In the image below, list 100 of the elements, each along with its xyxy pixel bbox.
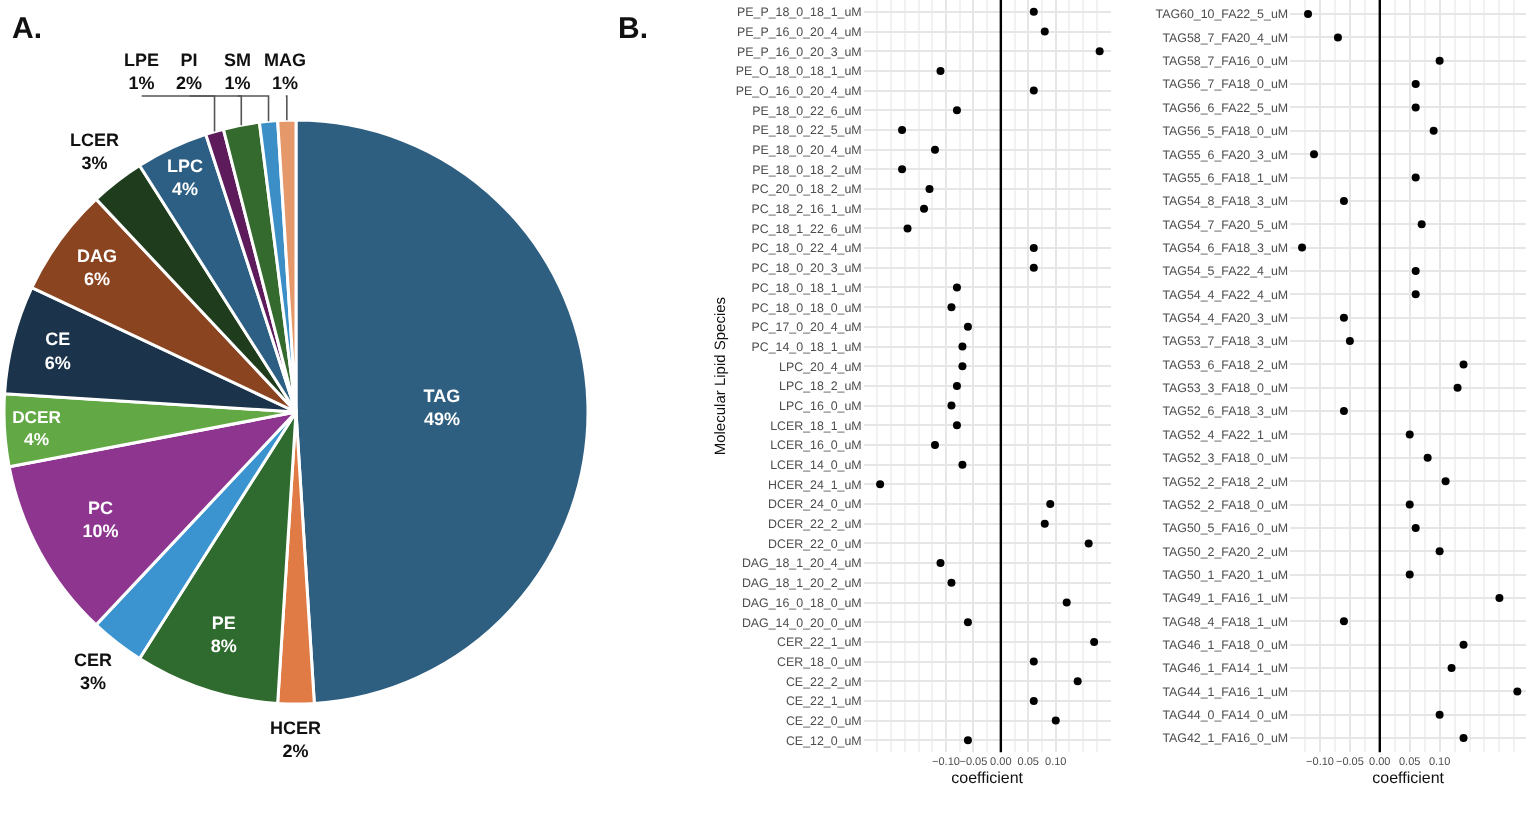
point (1417, 220, 1426, 229)
point (1084, 539, 1093, 548)
point (1447, 664, 1456, 673)
point (1029, 244, 1038, 253)
point (952, 283, 961, 292)
slice-label: HCER (270, 718, 322, 738)
point (952, 106, 961, 115)
data-label: 6% (84, 269, 111, 290)
text: A. (12, 12, 42, 46)
point (958, 342, 967, 351)
data-label: 8% (210, 636, 237, 657)
point (1051, 716, 1060, 725)
point (1411, 266, 1420, 275)
data-label: 1% (224, 73, 251, 94)
point (1304, 10, 1313, 19)
point (936, 66, 945, 75)
point (903, 224, 912, 233)
point (1029, 263, 1038, 272)
slice-label: LPC (167, 155, 205, 176)
point (947, 303, 956, 312)
point (1441, 477, 1450, 486)
slice-label: LPE (124, 50, 160, 70)
point (1029, 657, 1038, 666)
data-label: 3% (81, 153, 108, 174)
slice-label: PE (211, 612, 236, 633)
point (1459, 734, 1468, 743)
point (952, 381, 961, 390)
point (1459, 640, 1468, 649)
point (1073, 677, 1082, 686)
point (1423, 453, 1432, 462)
slice-label: LCER (70, 130, 120, 150)
point (1345, 337, 1354, 346)
point (1298, 243, 1307, 252)
point (930, 440, 939, 449)
point (1339, 617, 1348, 626)
slice-label: SM (224, 50, 251, 70)
point (1339, 407, 1348, 416)
point (958, 362, 967, 371)
point (1513, 687, 1522, 696)
slice-label: PI (180, 50, 198, 70)
point (1411, 523, 1420, 532)
data-label: 49% (423, 409, 460, 430)
point (1405, 500, 1414, 509)
point (920, 204, 929, 213)
point (1046, 500, 1055, 509)
point (1339, 313, 1348, 322)
data-label: 1% (128, 73, 155, 94)
x-axis-title: coefficient (951, 769, 1025, 788)
point (1029, 7, 1038, 16)
point (1435, 710, 1444, 719)
point (1405, 570, 1414, 579)
slice-label: CER (74, 650, 113, 670)
slice-label: PC (88, 497, 115, 518)
point (898, 125, 907, 134)
point (925, 185, 934, 194)
point (1029, 696, 1038, 705)
text: B. (618, 12, 648, 46)
point (1435, 547, 1444, 556)
point (958, 460, 967, 469)
point (1095, 47, 1104, 56)
point (1339, 196, 1348, 205)
data-label: 2% (282, 741, 309, 762)
point (1495, 593, 1504, 602)
data-label: 6% (44, 352, 71, 373)
point (1411, 103, 1420, 112)
point (898, 165, 907, 174)
point (947, 401, 956, 410)
data-label: 10% (82, 521, 119, 542)
point (936, 559, 945, 568)
point (930, 145, 939, 154)
point (963, 322, 972, 331)
point (952, 421, 961, 430)
point (1090, 637, 1099, 646)
slice-label: DCER (12, 406, 63, 427)
point (963, 736, 972, 745)
point (1040, 519, 1049, 528)
slice-label: MAG (264, 50, 306, 70)
data-label: 4% (24, 429, 50, 450)
data-label: 2% (176, 73, 203, 94)
data-label: 3% (80, 673, 107, 694)
point (1429, 126, 1438, 135)
point (1453, 383, 1462, 392)
point (1411, 173, 1420, 182)
point (947, 578, 956, 587)
slice-label: DAG (77, 245, 118, 266)
point (1411, 80, 1420, 89)
point (1040, 27, 1049, 36)
data-label: 4% (172, 178, 199, 199)
point (1435, 56, 1444, 65)
point (1029, 86, 1038, 95)
x-axis-title: coefficient (1372, 769, 1446, 788)
slice-label: CE (45, 329, 71, 350)
point (1459, 360, 1468, 369)
point (963, 618, 972, 627)
data-label: 1% (271, 73, 299, 94)
point (1310, 150, 1319, 159)
point (1405, 430, 1414, 439)
point (876, 480, 885, 489)
point (1411, 290, 1420, 299)
point (1333, 33, 1342, 42)
